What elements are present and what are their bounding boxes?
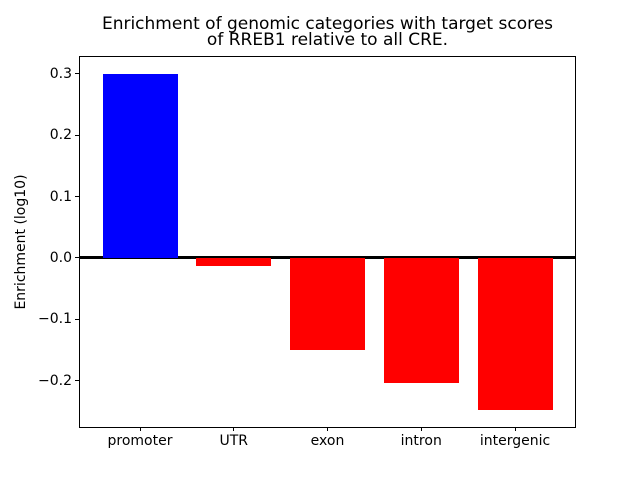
bar-intron (383, 257, 459, 383)
chart-title-line-2: of RREB1 relative to all CRE. (206, 30, 449, 50)
x-tick-label-intron: intron (400, 433, 442, 449)
x-tick-label-exon: exon (310, 433, 345, 449)
y-tick-mark (75, 318, 79, 320)
bar-promoter (102, 73, 178, 258)
chart-title-line-1: Enrichment of genomic categories with ta… (101, 14, 554, 34)
plot-area: 0.3 0.2 0.1 0.0 −0.1 −0.2 promoter UTR exon intro… (38, 56, 576, 449)
bar-intergenic (477, 257, 553, 410)
y-tick-label: 0.3 (49, 65, 72, 82)
y-tick-label: 0.2 (49, 127, 72, 144)
x-tick-mark (420, 427, 422, 431)
chart-title: Enrichment of genomic categories with ta… (80, 14, 575, 50)
x-tick-mark (233, 427, 235, 431)
bar-UTR (196, 257, 272, 266)
y-tick-mark (75, 257, 79, 259)
x-tick-mark (514, 427, 516, 431)
x-tick-label-intergenic: intergenic (479, 433, 551, 449)
x-tick-label-UTR: UTR (219, 433, 249, 449)
y-tick-mark (75, 73, 79, 75)
x-tick-mark (139, 427, 141, 431)
x-tick-label-promoter: promoter (107, 433, 173, 449)
bar-exon (290, 257, 365, 350)
y-tick-label: 0.1 (49, 188, 72, 205)
y-tick-label: −0.1 (38, 311, 72, 328)
y-tick-mark (75, 196, 79, 198)
y-tick-mark (75, 380, 79, 382)
y-tick-label: 0.0 (49, 249, 72, 266)
y-tick-mark (75, 134, 79, 136)
y-tick-label: −0.2 (38, 372, 72, 389)
x-tick-mark (327, 427, 328, 431)
